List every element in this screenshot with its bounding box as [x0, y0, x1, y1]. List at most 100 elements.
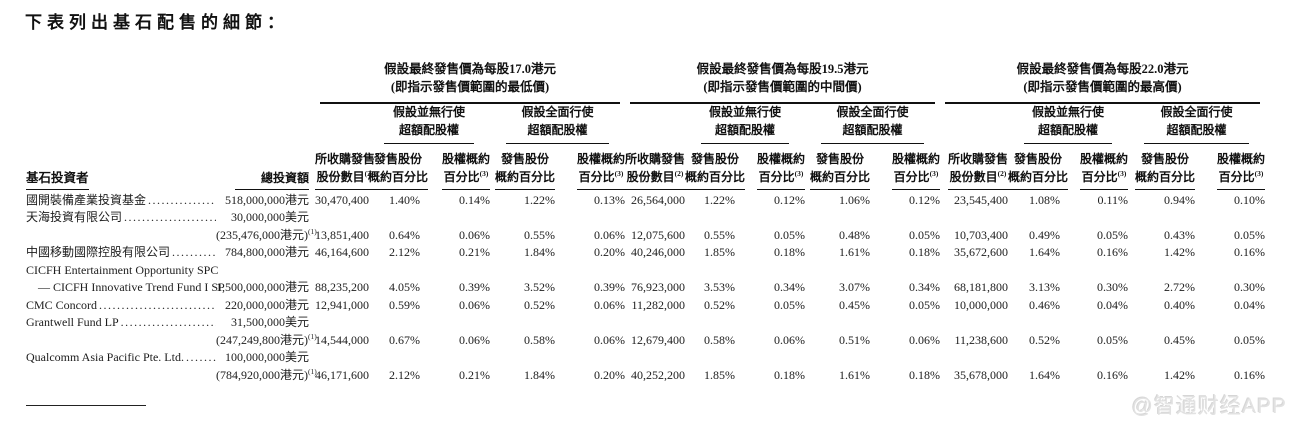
data-cell: 0.18%: [774, 367, 806, 382]
data-cell: 4.05%: [389, 280, 420, 294]
table-row: (235,476,000港元)(1) 13,851,400 0.64% 0.06% 0.…: [26, 225, 1265, 243]
col-header-investment: 總投資額: [216, 144, 315, 190]
data-cell: 0.58%: [704, 332, 736, 347]
data-cell: 0.06%: [594, 297, 626, 312]
data-cell: 0.52%: [524, 297, 555, 312]
col-header-holding-pct: 股權概約 百分比(3): [1195, 144, 1266, 190]
data-cell: [368, 313, 420, 331]
col-header-shares: 所收購發售 股份數目(2): [625, 144, 686, 190]
data-cell: 13,851,400: [315, 227, 369, 242]
data-cell: [490, 208, 555, 226]
scenario-label: 假設並無行使: [709, 105, 782, 120]
data-cell: [555, 208, 625, 226]
data-cell: 0.20%: [594, 245, 626, 259]
data-cell: 0.10%: [1234, 192, 1266, 207]
data-cell: 0.18%: [909, 245, 941, 259]
total-investment-cell: (784,920,000港元)(1): [216, 366, 317, 382]
investor-name-cell: — CICFH Innovative Trend Fund I SP......…: [38, 280, 225, 294]
data-cell: [1060, 348, 1128, 366]
data-cell: [735, 313, 805, 331]
data-cell: 0.06%: [459, 227, 490, 242]
col-header-shares: 所收購發售 股份數目(2): [315, 144, 376, 190]
data-cell: [420, 260, 490, 278]
data-cell: 0.59%: [389, 297, 420, 312]
data-cell: 1.85%: [704, 245, 736, 259]
investor-name-cell: 天海投資有限公司................................…: [26, 210, 216, 224]
data-cell: 46,164,600: [315, 245, 369, 259]
dot-leader: ........................................…: [124, 210, 216, 224]
total-investment-cell: 518,000,000港元: [224, 192, 309, 207]
scenario-label: 假設全面行使: [521, 105, 594, 120]
footnote-separator: [26, 405, 146, 406]
data-cell: 0.67%: [389, 332, 420, 347]
col-header-holding-pct: 股權概約 百分比(3): [555, 144, 626, 190]
spacer-cell: [315, 104, 368, 144]
data-cell: [1195, 313, 1265, 331]
table-body: 國開裝備產業投資基金..............................…: [26, 190, 1265, 383]
data-cell: 68,181,800: [954, 280, 1009, 294]
data-cell: [625, 260, 685, 278]
data-cell: 0.39%: [594, 280, 626, 294]
data-cell: [490, 313, 555, 331]
data-cell: [315, 348, 368, 366]
data-cell: 0.45%: [839, 297, 871, 312]
data-cell: 0.55%: [704, 227, 736, 242]
data-cell: [490, 260, 555, 278]
scenario-no-exercise: 假設並無行使 超額配股權: [1008, 104, 1128, 144]
data-cell: 11,282,000: [631, 297, 686, 312]
data-cell: [940, 348, 1008, 366]
data-cell: 12,075,600: [631, 227, 686, 242]
data-cell: 0.05%: [909, 297, 941, 312]
scenario-label: 超額配股權: [1038, 122, 1099, 137]
data-cell: 0.11%: [1097, 192, 1129, 207]
col-header-shares: 所收購發售 股份數目(2): [940, 144, 1009, 190]
data-cell: 0.18%: [774, 245, 806, 259]
data-cell: 26,564,000: [631, 192, 686, 207]
data-cell: 1.40%: [389, 192, 420, 207]
data-cell: [368, 260, 420, 278]
data-cell: 0.52%: [704, 297, 736, 312]
data-cell: 1.22%: [524, 192, 555, 207]
group-title-line2: (即指示發售價範圍的中間價): [703, 80, 862, 95]
data-cell: [1128, 260, 1195, 278]
data-cell: [1128, 313, 1195, 331]
watermark: @智通财经APP: [1131, 395, 1287, 418]
footnote-marker: (1): [308, 331, 317, 341]
data-cell: [1128, 348, 1195, 366]
data-cell: [805, 313, 870, 331]
data-cell: 30,470,400: [315, 192, 369, 207]
data-cell: 0.16%: [1234, 245, 1266, 259]
data-cell: 2.72%: [1164, 280, 1196, 294]
scenario-label: 假設並無行使: [392, 105, 465, 120]
data-cell: 0.49%: [1029, 227, 1061, 242]
total-investment-cell: 784,800,000港元: [224, 245, 309, 259]
group-title-line1: 假設最終發售價為每股22.0港元: [1016, 61, 1189, 76]
investor-name-cell: [26, 225, 216, 243]
col-header-offer-pct: 發售股份 概約百分比: [1128, 144, 1196, 190]
data-cell: [735, 260, 805, 278]
investor-name-cell: Qualcomm Asia Pacific Pte. Ltd..........…: [26, 348, 216, 366]
spacer-cell: [625, 104, 685, 144]
data-cell: 1.42%: [1164, 367, 1196, 382]
col-header-offer-pct: 發售股份 概約百分比: [805, 144, 871, 190]
scenario-label: 超額配股權: [1166, 122, 1227, 137]
dot-leader: ........................................…: [120, 315, 216, 329]
col-header-offer-pct: 發售股份 概約百分比: [490, 144, 555, 190]
col-header-offer-pct: 發售股份 概約百分比: [368, 144, 429, 190]
data-cell: 35,672,600: [954, 245, 1009, 259]
investment-header-label: 總投資額: [234, 169, 309, 190]
data-cell: 0.16%: [1097, 245, 1129, 259]
footnote-marker: (2): [674, 168, 684, 178]
table-row: Grantwell Fund LP.......................…: [26, 313, 1265, 331]
cornerstone-placing-table: 假設最終發售價為每股17.0港元 (即指示發售價範圍的最低價) 假設最終發售價為…: [26, 56, 1266, 383]
data-cell: 0.06%: [909, 332, 941, 347]
data-cell: 0.58%: [524, 332, 555, 347]
data-cell: 1.61%: [839, 245, 871, 259]
scenario-no-exercise: 假設並無行使 超額配股權: [368, 104, 490, 144]
data-cell: 0.40%: [1164, 297, 1196, 312]
total-investment-cell: 100,000,000美元: [224, 350, 309, 364]
scenario-label: 假設並無行使: [1032, 105, 1105, 120]
data-cell: [685, 348, 735, 366]
page-title: 下表列出基石配售的細節：: [25, 13, 289, 32]
scenario-label: 超額配股權: [715, 122, 776, 137]
